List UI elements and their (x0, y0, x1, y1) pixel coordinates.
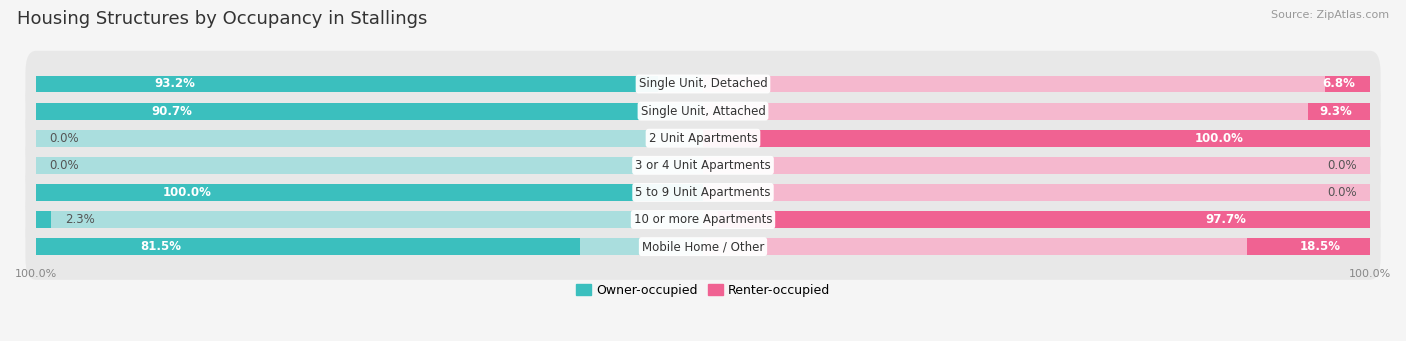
Text: 10 or more Apartments: 10 or more Apartments (634, 213, 772, 226)
Bar (1324, 76, 1369, 92)
Text: 9.3%: 9.3% (1319, 105, 1353, 118)
Text: 100.0%: 100.0% (1194, 132, 1243, 145)
Bar (1308, 103, 1369, 119)
Text: Housing Structures by Occupancy in Stallings: Housing Structures by Occupancy in Stall… (17, 10, 427, 28)
Text: 2.3%: 2.3% (65, 213, 94, 226)
Bar (718, 211, 1369, 228)
Text: Source: ZipAtlas.com: Source: ZipAtlas.com (1271, 10, 1389, 20)
Text: 90.7%: 90.7% (152, 105, 193, 118)
Text: Mobile Home / Other: Mobile Home / Other (641, 240, 765, 253)
Bar (37, 238, 703, 255)
FancyBboxPatch shape (25, 105, 1381, 172)
Bar (37, 211, 703, 228)
FancyBboxPatch shape (25, 186, 1381, 253)
Bar (703, 103, 1369, 119)
Text: 2 Unit Apartments: 2 Unit Apartments (648, 132, 758, 145)
Text: 0.0%: 0.0% (1327, 186, 1357, 199)
Bar (37, 130, 703, 147)
Text: Single Unit, Attached: Single Unit, Attached (641, 105, 765, 118)
Bar (37, 157, 703, 174)
Bar (37, 76, 703, 92)
Bar (37, 184, 703, 201)
FancyBboxPatch shape (25, 51, 1381, 117)
Bar (703, 184, 1369, 201)
FancyBboxPatch shape (25, 213, 1381, 280)
Text: 100.0%: 100.0% (163, 186, 212, 199)
FancyBboxPatch shape (25, 159, 1381, 226)
Text: 3 or 4 Unit Apartments: 3 or 4 Unit Apartments (636, 159, 770, 172)
Text: 0.0%: 0.0% (49, 159, 79, 172)
Text: 0.0%: 0.0% (49, 132, 79, 145)
Bar (703, 130, 1369, 147)
Bar (703, 157, 1369, 174)
Bar (37, 211, 52, 228)
Text: 5 to 9 Unit Apartments: 5 to 9 Unit Apartments (636, 186, 770, 199)
FancyBboxPatch shape (25, 132, 1381, 198)
Text: 97.7%: 97.7% (1205, 213, 1246, 226)
Text: 93.2%: 93.2% (155, 77, 195, 90)
Bar (1247, 238, 1369, 255)
Text: 18.5%: 18.5% (1301, 240, 1341, 253)
Bar (37, 103, 641, 119)
Text: 81.5%: 81.5% (141, 240, 181, 253)
Bar (703, 130, 1369, 147)
FancyBboxPatch shape (25, 78, 1381, 144)
Text: 6.8%: 6.8% (1322, 77, 1355, 90)
Bar (37, 238, 579, 255)
Bar (703, 211, 1369, 228)
Bar (703, 76, 1369, 92)
Text: Single Unit, Detached: Single Unit, Detached (638, 77, 768, 90)
Text: 0.0%: 0.0% (1327, 159, 1357, 172)
Bar (37, 184, 703, 201)
Bar (703, 238, 1369, 255)
Bar (37, 76, 658, 92)
Legend: Owner-occupied, Renter-occupied: Owner-occupied, Renter-occupied (571, 279, 835, 301)
Bar (37, 103, 703, 119)
